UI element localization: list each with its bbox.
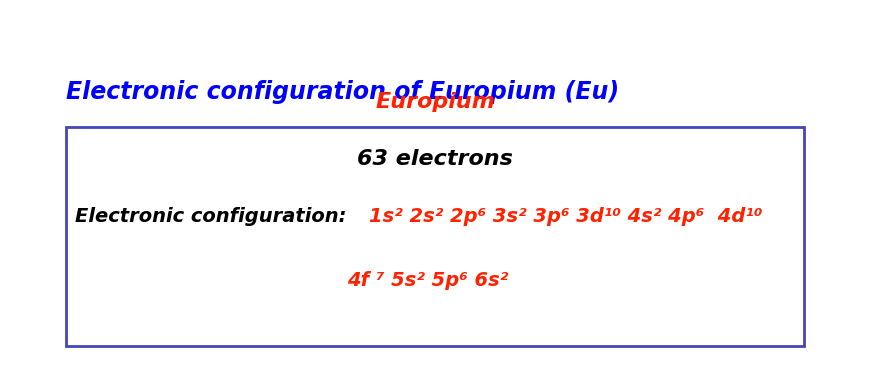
Text: Electronic configuration of Europium (Eu): Electronic configuration of Europium (Eu… — [66, 80, 618, 104]
Text: 63 electrons: 63 electrons — [356, 149, 513, 169]
Text: Electronic configuration:: Electronic configuration: — [75, 207, 352, 227]
Text: Europium: Europium — [375, 92, 494, 112]
Text: 1s² 2s² 2p⁶ 3s² 3p⁶ 3d¹⁰ 4s² 4p⁶  4d¹⁰: 1s² 2s² 2p⁶ 3s² 3p⁶ 3d¹⁰ 4s² 4p⁶ 4d¹⁰ — [369, 207, 762, 227]
Text: 4f ⁷ 5s² 5p⁶ 6s²: 4f ⁷ 5s² 5p⁶ 6s² — [347, 271, 507, 290]
Bar — [66, 127, 803, 346]
